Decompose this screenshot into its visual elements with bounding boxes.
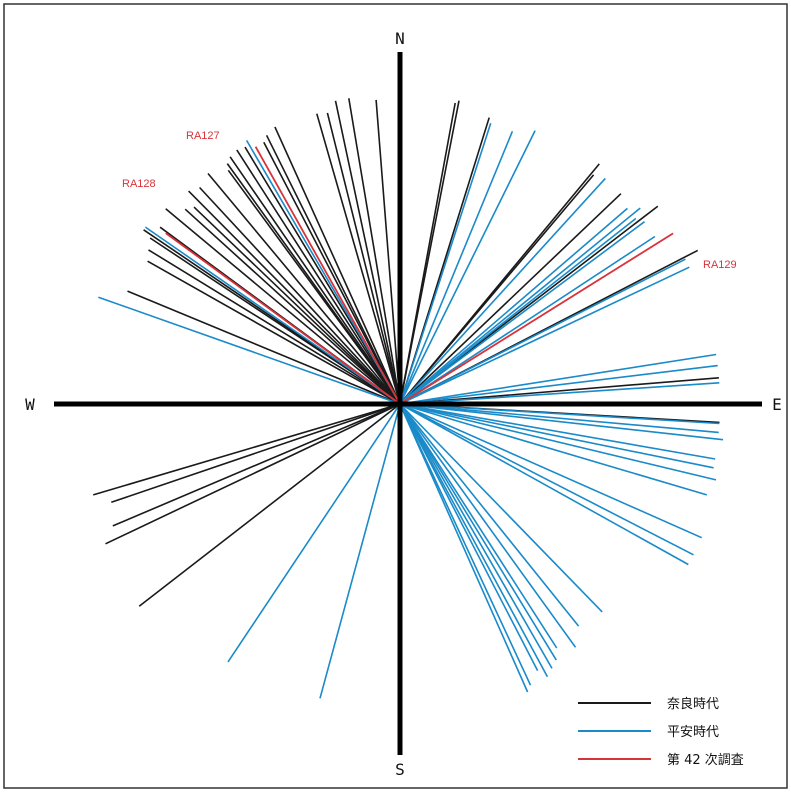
heian-ray: [399, 403, 694, 556]
heian-ray: [399, 364, 718, 405]
heian-ray: [399, 403, 717, 481]
nara-ray: [105, 403, 401, 545]
heian-ray: [399, 207, 641, 405]
nara-ray: [127, 290, 401, 405]
nara-ray: [399, 377, 719, 405]
nara-ray: [92, 403, 401, 496]
south-label: S: [395, 760, 405, 779]
ra129-label: RA129: [703, 259, 737, 271]
nara-ray: [111, 403, 401, 504]
ra127-label: RA127: [186, 130, 220, 142]
nara-ray: [399, 193, 622, 405]
nara-ray: [399, 102, 456, 405]
heian-ray: [399, 235, 656, 405]
heian-ray: [399, 266, 690, 405]
heian-ray: [399, 403, 714, 469]
nara-ray: [334, 100, 401, 405]
nara-ray: [399, 174, 595, 405]
nara-ray: [147, 260, 401, 405]
nara-ray: [199, 186, 401, 405]
heian-ray: [399, 353, 717, 405]
nara-ray: [375, 99, 401, 405]
nara-ray: [138, 403, 401, 607]
heian-ray: [399, 217, 637, 405]
heian-ray: [399, 403, 720, 425]
heian-ray: [399, 403, 580, 627]
nara-ray: [148, 249, 401, 405]
heian-ray: [399, 403, 703, 539]
heian-ray: [399, 207, 628, 405]
nara-ray: [165, 208, 401, 405]
nara-ray: [207, 172, 401, 405]
east-label: E: [772, 395, 782, 414]
survey42-ray: [399, 232, 674, 405]
nara-ray: [236, 149, 401, 405]
heian-ray: [399, 403, 557, 661]
heian-ray: [399, 403, 724, 441]
nara-ray: [112, 403, 401, 527]
heian-ray: [319, 403, 401, 699]
heian-ray: [399, 123, 492, 405]
heian-ray: [399, 403, 603, 613]
legend-label-heian: 平安時代: [667, 725, 719, 740]
nara-ray: [226, 163, 401, 405]
heian-ray: [399, 403, 708, 496]
heian-ray: [399, 177, 606, 405]
nara-ray: [316, 113, 401, 405]
nara-ray: [348, 98, 401, 405]
heian-ray: [399, 403, 539, 671]
heian-ray: [399, 403, 716, 460]
ra128-label: RA128: [122, 178, 156, 190]
heian-ray: [399, 403, 553, 669]
heian-ray: [399, 403, 549, 678]
nara-ray: [274, 126, 401, 405]
heian-ray: [399, 403, 719, 434]
heian-ray: [399, 403, 532, 686]
nara-ray: [184, 208, 401, 405]
ray-group: [92, 98, 724, 699]
heian-ray: [399, 382, 720, 405]
nara-ray: [188, 190, 401, 405]
heian-ray: [399, 403, 689, 566]
nara-ray: [229, 156, 401, 405]
legend: 奈良時代 平安時代 第 42 次調査: [578, 696, 744, 768]
heian-ray: [399, 403, 558, 649]
survey42-ray: [165, 232, 401, 405]
legend-label-survey42: 第 42 次調査: [667, 752, 744, 768]
heian-ray: [399, 258, 686, 405]
heian-ray: [227, 403, 401, 663]
heian-ray: [399, 403, 577, 648]
nara-ray: [265, 134, 401, 405]
heian-ray: [98, 296, 401, 405]
heian-ray: [144, 226, 401, 405]
heian-ray: [399, 403, 529, 693]
nara-ray: [263, 141, 401, 405]
heian-ray: [399, 221, 645, 405]
heian-ray: [399, 130, 514, 405]
west-label: W: [25, 395, 35, 414]
north-label: N: [395, 29, 405, 48]
nara-ray: [193, 206, 401, 405]
survey42-ray: [254, 146, 401, 405]
legend-label-nara: 奈良時代: [667, 696, 719, 712]
nara-ray: [326, 112, 401, 405]
heian-ray: [399, 130, 536, 405]
